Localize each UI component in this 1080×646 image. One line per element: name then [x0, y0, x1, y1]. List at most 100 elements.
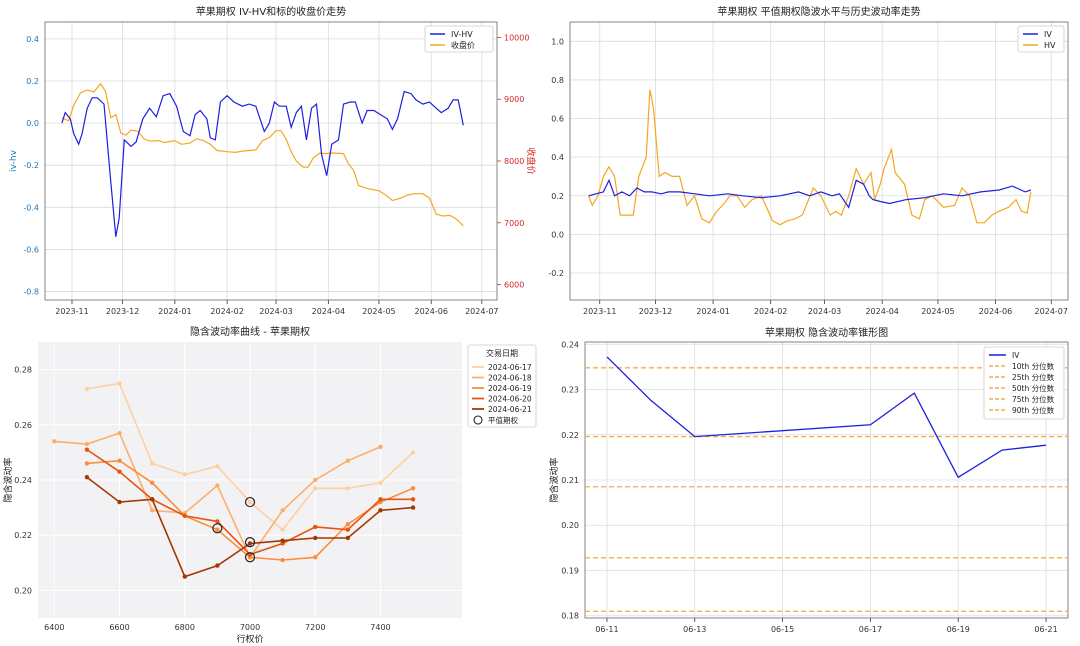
data-point: [149, 461, 155, 466]
data-point: [410, 497, 416, 502]
legend-box: [983, 346, 1065, 420]
chart-ivhv: 苹果期权 IV-HV和标的收盘价走势 2023-11 2023-12 2024-01 2…: [9, 5, 537, 316]
x-tick-label: 06-17: [859, 625, 882, 634]
data-point: [215, 519, 220, 524]
x-tick-label: 2023-12: [639, 307, 672, 316]
x-axis-label: 行权价: [236, 633, 263, 645]
x-tick-label: 06-19: [947, 625, 970, 634]
data-point: [149, 497, 155, 502]
atm-marker: [244, 536, 256, 548]
y-tick-label: -0.2: [23, 161, 39, 170]
y-tick-label: 0.23: [561, 386, 579, 395]
data-point: [378, 497, 383, 502]
x-tick-label: 2024-01: [696, 307, 729, 316]
legend-label: 2024-06-18: [488, 374, 532, 383]
legend-label: 2024-06-21: [488, 405, 532, 414]
atm-marker: [212, 523, 223, 534]
data-point: [378, 480, 383, 485]
y-tick-label: 0.18: [561, 612, 579, 621]
atm-marker: [244, 552, 256, 563]
y-tick-label: 0.6: [551, 115, 564, 124]
x-tick-label: 2024-05: [921, 307, 954, 316]
data-point: [84, 475, 90, 480]
y-tick-label: 0.0: [551, 230, 564, 239]
data-point: [313, 477, 318, 483]
data-point: [215, 483, 220, 488]
x-tick-label: 6400: [44, 623, 64, 632]
y2-tick-label: 10000: [504, 33, 529, 42]
y2-axis-label: 收盘价: [525, 147, 537, 174]
data-point: [378, 508, 383, 513]
y-tick-label: 0.4: [551, 153, 564, 162]
legend-atm-marker: [473, 415, 483, 425]
x-tick-label: 6600: [109, 623, 129, 632]
y-tick-label: 0.22: [561, 431, 579, 440]
y-tick-label: 0.0: [26, 119, 39, 128]
legend-label: 平值期权: [488, 415, 518, 425]
data-point: [345, 486, 351, 491]
data-point: [52, 439, 57, 444]
series-line-close: [61, 82, 464, 227]
y-tick-label: 0.19: [561, 566, 579, 575]
x-tick-label: 2023-11: [55, 307, 88, 316]
data-point: [280, 538, 285, 543]
chart-title: 苹果期权 平值期权隐波水平与历史波动率走势: [717, 5, 920, 18]
chart-vol-cone: 苹果期权 隐含波动率锥形图 06-11 06-13 06-15 06-17 06-19 06…: [548, 326, 1069, 634]
legend-box: [1017, 25, 1065, 53]
data-point: [280, 527, 285, 532]
chart-title: 隐含波动率曲线 - 苹果期权: [190, 325, 310, 338]
legend-label: IV: [1012, 351, 1020, 360]
x-tick-label: 7200: [305, 623, 325, 632]
y-tick-label: 0.20: [14, 586, 32, 595]
data-point: [280, 508, 285, 513]
data-point: [345, 521, 351, 527]
x-tick-label: 2023-11: [583, 307, 616, 316]
x-tick-label: 06-15: [771, 625, 794, 634]
x-tick-label: 2024-03: [808, 307, 841, 316]
legend-label: IV-HV: [451, 30, 473, 39]
data-point: [345, 527, 351, 532]
y-tick-label: 0.4: [26, 35, 39, 44]
x-tick-label: 2024-07: [1035, 307, 1068, 316]
legend-box: [467, 344, 537, 428]
data-point: [84, 447, 90, 452]
data-point: [84, 461, 90, 466]
y-tick-label: -0.8: [23, 288, 39, 297]
legend-label: 2024-06-19: [488, 384, 532, 393]
data-point: [149, 480, 155, 485]
y-tick-label: 0.2: [551, 192, 564, 201]
data-point: [345, 458, 351, 463]
y-axis-label: 隐含波动率: [2, 457, 14, 502]
x-tick-label: 06-13: [683, 625, 706, 634]
data-point: [84, 386, 90, 392]
data-point: [313, 486, 318, 491]
data-point: [117, 499, 122, 505]
x-tick-label: 06-21: [1034, 625, 1057, 634]
legend-title: 交易日期: [486, 348, 518, 358]
x-tick-label: 2024-04: [865, 307, 898, 316]
series-line-iv: [588, 178, 1031, 209]
data-point: [182, 472, 187, 477]
x-tick-label: 6800: [175, 623, 195, 632]
data-point: [313, 555, 318, 560]
legend-label: IV: [1044, 30, 1052, 39]
x-tick-label: 06-11: [595, 625, 618, 634]
data-point: [117, 458, 122, 463]
plot-frame: [44, 21, 498, 301]
y-axis-label: 隐含波动率: [548, 457, 560, 502]
y-tick-label: 0.2: [26, 77, 39, 86]
data-point: [117, 430, 122, 436]
x-tick-label: 7000: [240, 623, 260, 632]
legend-label: 2024-06-17: [488, 363, 532, 372]
y-tick-label: 0.21: [561, 476, 579, 485]
data-point: [215, 464, 220, 469]
chart-iv-hv-trend: 苹果期权 平值期权隐波水平与历史波动率走势 2023-11 2023-12 2024-…: [548, 5, 1069, 316]
x-tick-label: 2024-01: [158, 307, 191, 316]
legend-label: 收盘价: [451, 40, 475, 50]
legend-label: 25th 分位数: [1012, 372, 1055, 382]
x-tick-label: 2024-06: [979, 307, 1012, 316]
y2-tick-label: 6000: [504, 281, 524, 290]
y-tick-label: 0.20: [561, 521, 579, 530]
y-tick-label: 1.0: [551, 37, 564, 46]
y-tick-label: -0.4: [23, 203, 39, 212]
